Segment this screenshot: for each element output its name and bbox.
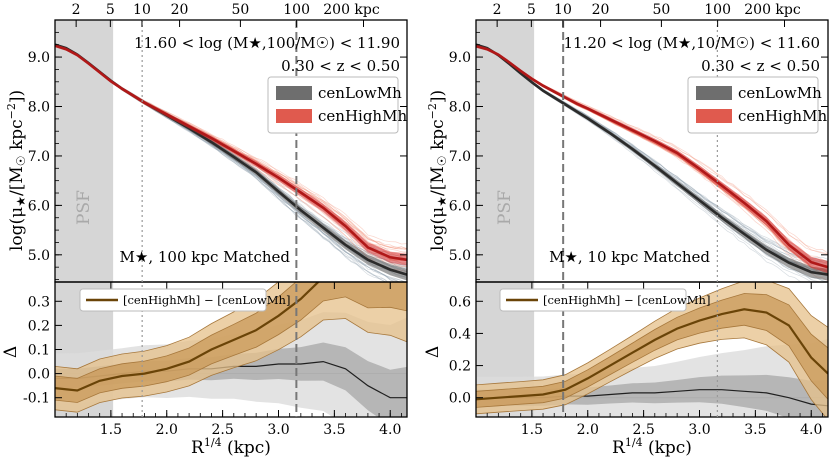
cenLowMh-median-line	[476, 43, 828, 276]
difference-line	[476, 308, 828, 401]
top-x-tick-label: 5	[527, 2, 536, 18]
left-xlabel: R1/4 (kpc)	[191, 436, 271, 458]
delta-y-tick-label: 0.0	[28, 367, 50, 383]
y-tick-label: 6.0	[28, 198, 50, 214]
y-tick-label: 5.0	[449, 248, 471, 264]
difference-line	[55, 282, 320, 392]
top-x-tick-label: 20	[171, 2, 189, 18]
right-panel: 1.5 2.0 2.5 3.0 3.5 4.0 2 5 10 20 50 100 200 kpc 5.0 6…	[423, 2, 829, 458]
cenHighMh-median-line	[55, 44, 407, 262]
top-x-tick-label: 2	[72, 2, 81, 18]
y-tick-label: 9.0	[449, 50, 471, 66]
psf-region	[55, 20, 114, 282]
right-delta-legend-label: [cenHighMh] − [cenLowMh]	[543, 293, 710, 307]
left-psf-label: PSF	[74, 190, 94, 225]
delta-y-tick-label: 0.1	[28, 343, 50, 359]
psf-region	[476, 20, 535, 282]
x-tick-label: 2.5	[632, 422, 654, 438]
x-tick-label: 3.5	[323, 422, 345, 438]
left-legend-label-low: cenLowMh	[318, 84, 402, 102]
x-tick-label: 4.0	[800, 422, 822, 438]
top-x-tick-label: 200 kpc	[744, 2, 801, 18]
top-x-tick-label: 5	[106, 2, 115, 18]
top-x-tick-label: 20	[592, 2, 610, 18]
delta-y-tick-label: 0.6	[449, 294, 471, 310]
cenHighMh-median-line	[476, 44, 828, 269]
right-matched-annotation: M★, 10 kpc Matched	[549, 248, 710, 266]
cenHighMh-band	[476, 44, 828, 274]
right-xlabel: R1/4 (kpc)	[612, 436, 692, 458]
delta-y-tick-label: 0.2	[449, 359, 471, 375]
top-x-tick-label: 50	[652, 2, 670, 18]
x-tick-label: 2.0	[577, 422, 599, 438]
y-tick-label: 9.0	[28, 50, 50, 66]
top-x-tick-label: 2	[493, 2, 502, 18]
x-tick-label: 1.5	[521, 422, 543, 438]
y-tick-label: 8.0	[449, 100, 471, 116]
right-mass-annotation: 11.20 < log (M★,10/M☉) < 11.60	[563, 34, 820, 52]
top-x-tick-label: 10	[554, 2, 572, 18]
difference-band	[476, 293, 828, 408]
right-legend-label-low: cenLowMh	[738, 84, 822, 102]
right-upper-plot-area	[476, 20, 828, 282]
left-redshift-annotation: 0.30 < z < 0.50	[281, 57, 400, 75]
left-mass-annotation: 11.60 < log (M★,100/M☉) < 11.90	[134, 34, 400, 52]
x-tick-label: 2.0	[156, 422, 178, 438]
right-legend-swatch-high	[696, 109, 732, 123]
delta-y-tick-label: 0.0	[449, 391, 471, 407]
y-tick-label: 7.0	[28, 149, 50, 165]
x-tick-label: 3.0	[688, 422, 710, 438]
left-legend-swatch-high	[276, 109, 312, 123]
delta-y-tick-label: 0.3	[28, 294, 50, 310]
left-delta-legend-box	[79, 288, 267, 312]
right-lower-ylabel: Δ	[423, 346, 443, 358]
left-matched-annotation: M★, 100 kpc Matched	[120, 248, 291, 266]
left-delta-legend-label: [cenHighMh] − [cenLowMh]	[123, 293, 290, 307]
right-lower-frame	[475, 281, 829, 418]
y-tick-label: 6.0	[449, 198, 471, 214]
left-panel: 1.5 2.0 2.5 3.0 3.5 4.0 2 5 10 20 50 100 200 kpc 5.0 6…	[1, 2, 408, 458]
delta-y-tick-label: 0.2	[28, 318, 50, 334]
left-delta-legend: [cenHighMh] − [cenLowMh]	[79, 288, 290, 312]
x-tick-label: 1.5	[100, 422, 122, 438]
left-legend: cenLowMh cenHighMh	[267, 76, 407, 134]
right-psf-label: PSF	[495, 190, 515, 225]
delta-y-tick-label: -0.1	[23, 391, 50, 407]
x-tick-label: 2.5	[211, 422, 233, 438]
right-legend-swatch-low	[696, 86, 732, 100]
right-delta-legend: [cenHighMh] − [cenLowMh]	[499, 288, 710, 312]
x-tick-label: 3.0	[267, 422, 289, 438]
x-tick-label: 3.5	[744, 422, 766, 438]
top-x-tick-label: 10	[133, 2, 151, 18]
delta-y-tick-label: 0.4	[449, 326, 471, 342]
left-legend-swatch-low	[276, 86, 312, 100]
right-legend: cenLowMh cenHighMh	[687, 76, 827, 134]
y-tick-label: 8.0	[28, 100, 50, 116]
y-tick-label: 7.0	[449, 149, 471, 165]
right-legend-label-high: cenHighMh	[738, 107, 827, 125]
top-x-tick-label: 100	[704, 2, 731, 18]
right-upper-ylabel: log(μ★/[M☉ kpc−2])	[426, 90, 449, 251]
scatter-band	[476, 374, 828, 417]
scatter-band	[55, 342, 407, 417]
right-delta-legend-box	[499, 288, 687, 312]
top-x-tick-label: 200 kpc	[323, 2, 380, 18]
top-x-tick-label: 50	[231, 2, 249, 18]
top-x-tick-label: 100	[283, 2, 310, 18]
x-tick-label: 4.0	[379, 422, 401, 438]
y-tick-label: 5.0	[28, 248, 50, 264]
left-lower-ylabel: Δ	[1, 346, 21, 358]
left-legend-label-high: cenHighMh	[318, 107, 407, 125]
right-redshift-annotation: 0.30 < z < 0.50	[701, 57, 820, 75]
left-upper-ylabel: log(μ★/[M☉ kpc−2])	[5, 90, 28, 251]
